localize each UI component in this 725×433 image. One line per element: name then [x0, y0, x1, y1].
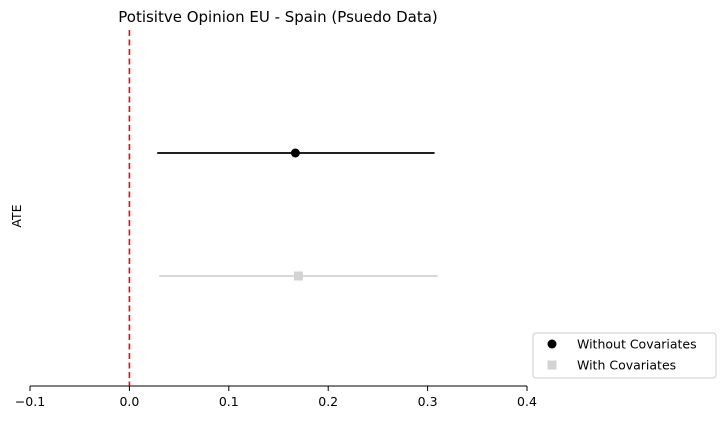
- legend: Without Covariates With Covariates: [532, 332, 717, 379]
- x-tick-label: −0.1: [15, 394, 45, 409]
- x-ticks: −0.1 0.0 0.1 0.2 0.3 0.4: [15, 386, 537, 409]
- x-tick-label: 0.3: [418, 394, 438, 409]
- point-estimate-1: [290, 148, 300, 158]
- x-tick-label: 0.1: [219, 394, 239, 409]
- x-tick-label: 0.4: [517, 394, 537, 409]
- chart-title: Potisitve Opinion EU - Spain (Psuedo Dat…: [118, 8, 438, 26]
- y-axis-label: ATE: [9, 204, 24, 227]
- legend-label-1: Without Covariates: [577, 337, 697, 352]
- legend-marker-2: [547, 360, 557, 370]
- legend-marker-1: [547, 339, 557, 349]
- legend-label-2: With Covariates: [577, 358, 676, 373]
- point-estimate-2: [293, 271, 303, 281]
- x-tick-label: 0.0: [119, 394, 139, 409]
- legend-frame: [532, 332, 717, 379]
- series-layer: [157, 148, 438, 281]
- x-tick-label: 0.2: [318, 394, 338, 409]
